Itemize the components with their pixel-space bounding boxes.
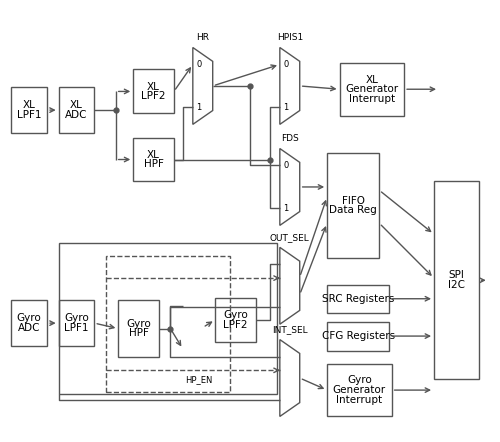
Text: I2C: I2C: [448, 280, 465, 290]
Text: HR: HR: [196, 33, 209, 42]
Polygon shape: [280, 339, 299, 416]
FancyBboxPatch shape: [58, 300, 94, 346]
Text: XL: XL: [23, 100, 36, 110]
Text: LPF1: LPF1: [17, 110, 42, 120]
FancyBboxPatch shape: [12, 300, 47, 346]
Text: LPF2: LPF2: [224, 320, 248, 330]
Text: SPI: SPI: [448, 271, 464, 281]
Text: XL: XL: [147, 150, 160, 160]
Text: LPF1: LPF1: [64, 323, 88, 333]
Text: LPF2: LPF2: [142, 91, 166, 101]
FancyBboxPatch shape: [434, 182, 478, 379]
Text: XL: XL: [366, 75, 378, 84]
Text: HPF: HPF: [144, 159, 164, 169]
FancyBboxPatch shape: [327, 322, 389, 351]
FancyBboxPatch shape: [340, 63, 404, 116]
Polygon shape: [280, 47, 299, 124]
FancyBboxPatch shape: [118, 300, 159, 357]
FancyBboxPatch shape: [327, 285, 389, 313]
Text: FIFO: FIFO: [342, 196, 364, 206]
Text: Gyro: Gyro: [64, 313, 89, 323]
FancyBboxPatch shape: [327, 364, 392, 416]
Text: Generator: Generator: [346, 84, 399, 94]
FancyBboxPatch shape: [12, 87, 47, 133]
Text: ADC: ADC: [65, 110, 88, 120]
Text: Gyro: Gyro: [223, 310, 248, 320]
Text: 1: 1: [284, 204, 288, 213]
FancyBboxPatch shape: [133, 137, 174, 182]
Text: CFG Registers: CFG Registers: [322, 332, 394, 341]
Text: Interrupt: Interrupt: [349, 94, 395, 104]
FancyBboxPatch shape: [327, 153, 380, 258]
FancyBboxPatch shape: [215, 298, 256, 342]
Text: XL: XL: [147, 82, 160, 91]
Text: FDS: FDS: [281, 134, 298, 143]
Polygon shape: [193, 47, 212, 124]
FancyBboxPatch shape: [133, 69, 174, 114]
Text: 0: 0: [196, 60, 202, 69]
Text: 1: 1: [196, 103, 202, 112]
Text: Gyro: Gyro: [17, 313, 42, 323]
Text: Gyro: Gyro: [126, 319, 151, 329]
Text: HP_EN: HP_EN: [186, 376, 212, 385]
Polygon shape: [280, 248, 299, 324]
FancyBboxPatch shape: [58, 87, 94, 133]
Text: Interrupt: Interrupt: [336, 395, 382, 405]
Text: OUT_SEL: OUT_SEL: [270, 233, 310, 242]
Text: 0: 0: [284, 60, 288, 69]
Text: Generator: Generator: [333, 385, 386, 395]
Text: XL: XL: [70, 100, 83, 110]
Text: SRC Registers: SRC Registers: [322, 294, 394, 304]
Text: INT_SEL: INT_SEL: [272, 325, 308, 334]
Polygon shape: [280, 149, 299, 225]
Text: HPF: HPF: [128, 328, 148, 339]
Text: HPIS1: HPIS1: [276, 33, 303, 42]
Text: ADC: ADC: [18, 323, 40, 333]
Text: Gyro: Gyro: [347, 375, 372, 385]
Text: Data Reg: Data Reg: [330, 206, 377, 215]
Text: 0: 0: [284, 161, 288, 170]
Text: 1: 1: [284, 103, 288, 112]
